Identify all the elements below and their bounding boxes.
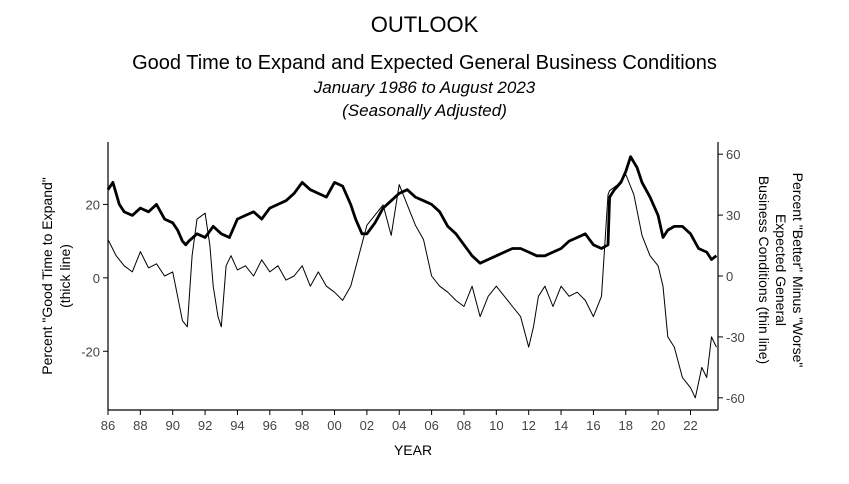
x-tick-label: 18 xyxy=(619,418,633,433)
x-tick-label: 06 xyxy=(424,418,438,433)
x-axis-label: YEAR xyxy=(394,442,432,458)
y-right-tick-label: 30 xyxy=(726,208,740,223)
x-tick-label: 14 xyxy=(554,418,568,433)
x-tick-label: 94 xyxy=(230,418,244,433)
x-tick-label: 02 xyxy=(360,418,374,433)
x-tick-label: 16 xyxy=(586,418,600,433)
x-tick-label: 90 xyxy=(165,418,179,433)
y-right-tick-label: -30 xyxy=(726,330,745,345)
x-tick-label: 22 xyxy=(683,418,697,433)
y-left-tick-label: 20 xyxy=(86,197,100,212)
y-left-tick-label: -20 xyxy=(81,344,100,359)
x-tick-label: 98 xyxy=(295,418,309,433)
x-tick-label: 92 xyxy=(198,418,212,433)
x-tick-label: 86 xyxy=(101,418,115,433)
series-group xyxy=(106,155,718,399)
y-right-axis-label: Percent "Better" Minus "Worse" xyxy=(790,173,806,368)
x-tick-label: 96 xyxy=(263,418,277,433)
y-right-tick-label: -60 xyxy=(726,391,745,406)
y-left-axis-label: (thick line) xyxy=(57,244,73,308)
y-left-axis-label: Percent "Good Time to Expand" xyxy=(39,177,55,375)
series-line-expected-business-conditions xyxy=(107,174,717,399)
x-tick-label: 12 xyxy=(521,418,535,433)
chart-date-range: January 1986 to August 2023 xyxy=(313,78,536,97)
x-tick-label: 04 xyxy=(392,418,406,433)
y-right-axis-label: Expected General xyxy=(773,214,789,326)
x-tick-label: 10 xyxy=(489,418,503,433)
chart-title: OUTLOOK xyxy=(370,12,479,37)
x-tick-label: 88 xyxy=(133,418,147,433)
chart-adjustment-note: (Seasonally Adjusted) xyxy=(342,101,507,120)
x-tick-label: 08 xyxy=(457,418,471,433)
y-right-axis-label: Business Conditions (thin line) xyxy=(756,176,772,364)
series-line-good-time-to-expand xyxy=(106,155,718,265)
y-left-tick-label: 0 xyxy=(93,271,100,286)
chart-subtitle: Good Time to Expand and Expected General… xyxy=(132,52,717,74)
y-right-tick-label: 60 xyxy=(726,147,740,162)
x-tick-label: 20 xyxy=(651,418,665,433)
axes: 86 88 90 92 94 96 98 00 02 04 06 08 10 12 14 16 18 20 2220… xyxy=(39,142,806,433)
y-right-tick-label: 0 xyxy=(726,269,733,284)
x-tick-label: 00 xyxy=(327,418,341,433)
